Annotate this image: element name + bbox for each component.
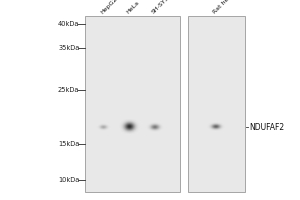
Text: 40kDa: 40kDa	[58, 21, 80, 27]
Text: Rat heart: Rat heart	[212, 0, 236, 15]
Text: SH-SY5Y: SH-SY5Y	[151, 0, 173, 15]
Text: 35kDa: 35kDa	[58, 45, 80, 51]
Bar	[188, 16, 244, 192]
Text: 25kDa: 25kDa	[58, 87, 80, 93]
Bar	[85, 16, 180, 192]
Text: HeLa: HeLa	[125, 0, 140, 15]
Text: 10kDa: 10kDa	[58, 177, 80, 183]
Text: HepG2: HepG2	[100, 0, 119, 15]
Text: NDUFAF2: NDUFAF2	[249, 122, 284, 132]
Text: 15kDa: 15kDa	[58, 141, 80, 147]
